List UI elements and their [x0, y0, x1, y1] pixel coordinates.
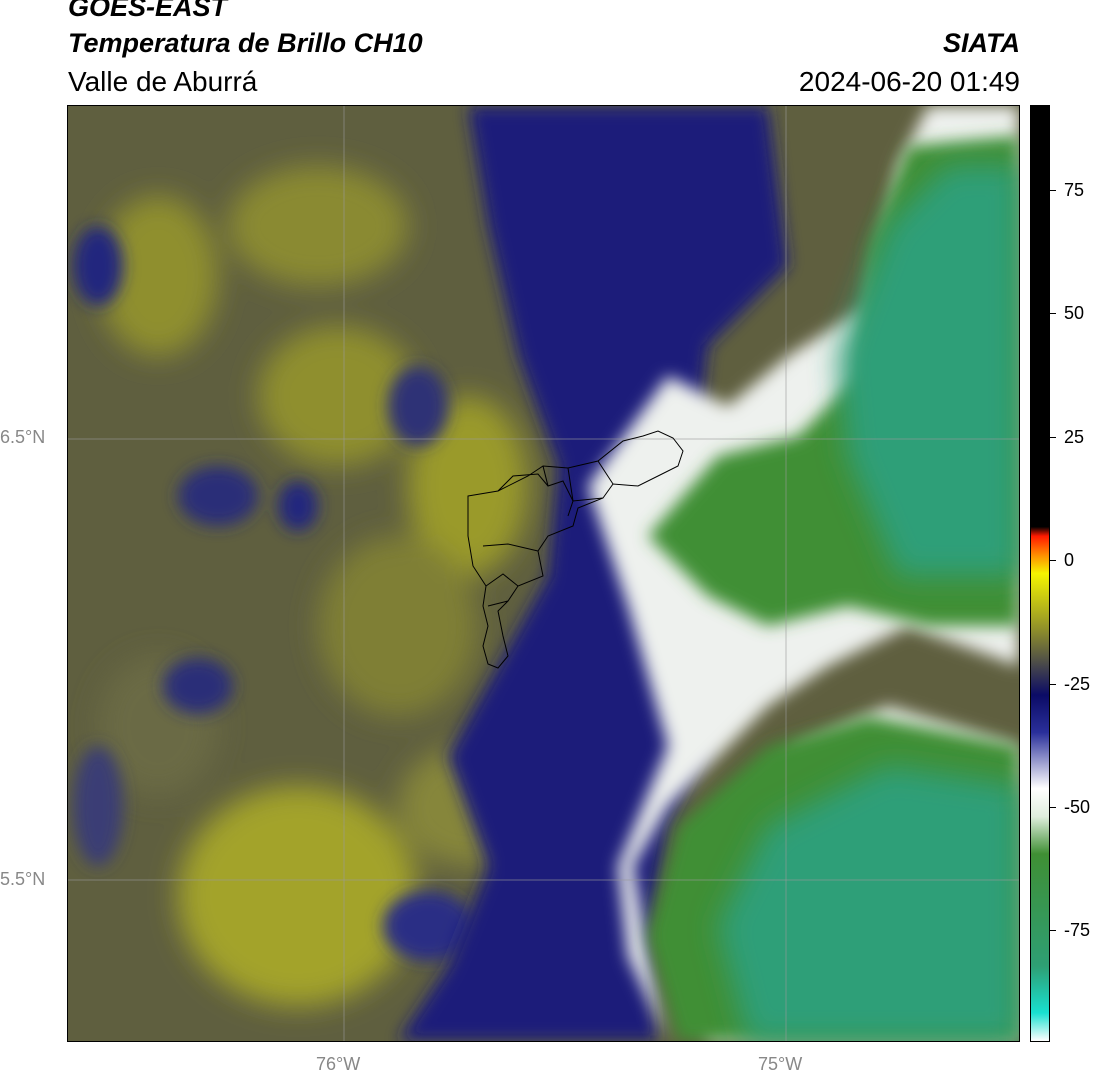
colorbar-label-0: 0: [1064, 550, 1075, 570]
colorbar-tick-50: [1050, 313, 1056, 314]
colorbar-tick-0: [1050, 560, 1056, 561]
temperature-colorbar: [1030, 105, 1050, 1042]
colorbar-label-minus-25: -25: [1064, 674, 1091, 694]
product-title: Temperatura de Brillo CH10: [68, 28, 423, 58]
satellite-title: GOES-EAST: [68, 0, 228, 22]
colorbar-label-75: 75: [1064, 180, 1085, 200]
cold-cloud-band: [398, 106, 788, 1041]
lon-label-76w: 76°W: [316, 1054, 361, 1074]
colorbar-label-minus-50: -50: [1064, 797, 1091, 817]
colorbar-tick-minus-25: [1050, 684, 1056, 685]
lat-label-5-5n: 5.5°N: [0, 869, 46, 889]
colorbar-tick-75: [1050, 190, 1056, 191]
colorbar-tick-minus-75: [1050, 930, 1056, 931]
municipality-boundaries: [467, 430, 684, 669]
colorbar-tick-minus-50: [1050, 807, 1056, 808]
datetime-label: 2024-06-20 01:49: [798, 66, 1020, 97]
colorbar-tick-25: [1050, 437, 1056, 438]
lon-label-75w: 75°W: [758, 1054, 803, 1074]
colorbar-label-50: 50: [1064, 303, 1085, 323]
agency-label: SIATA: [943, 28, 1020, 58]
satellite-map[interactable]: [67, 105, 1020, 1042]
region-title: Valle de Aburrá: [68, 66, 258, 97]
teal-cloud-top-south: [718, 766, 1019, 1041]
colorbar-label-25: 25: [1064, 427, 1085, 447]
teal-cloud-top-north: [838, 166, 1019, 576]
lat-label-6-5n: 6.5°N: [0, 427, 46, 447]
colorbar-label-minus-75: -75: [1064, 920, 1091, 940]
